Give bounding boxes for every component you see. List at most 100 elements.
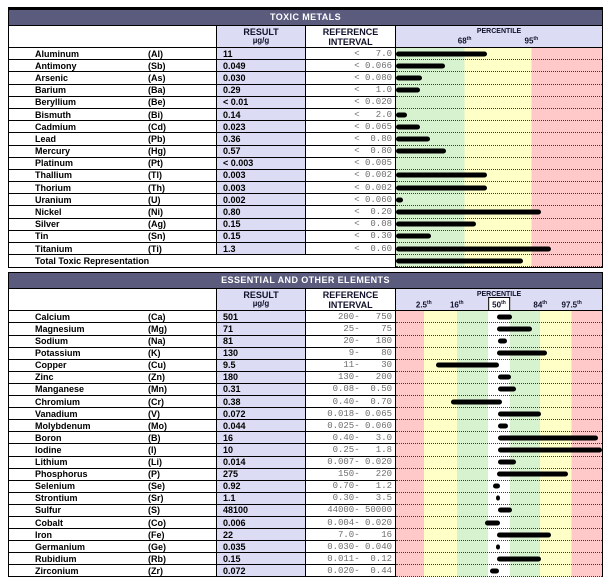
element-symbol: (V) (148, 408, 160, 419)
result-cell: 275 (217, 468, 306, 481)
reference-interval-cell: 20- 180 (306, 335, 396, 348)
reference-interval-cell: < 0.065 (306, 121, 396, 134)
result-value: 0.023 (223, 121, 246, 132)
reference-interval-value: < 0.065 (354, 121, 392, 132)
percentile-cell (396, 504, 602, 517)
reference-interval-cell: 44000- 50000 (306, 504, 396, 517)
result-cell: 0.002 (217, 194, 306, 207)
element-name: Iodine (35, 444, 62, 455)
reference-interval-cell: < 0.60 (306, 243, 396, 256)
element-name: Iron (35, 529, 52, 540)
element-name: Titanium (35, 243, 73, 254)
result-cell: 9.5 (217, 359, 306, 372)
percentile-cell (396, 371, 602, 384)
percentile-cell (396, 408, 602, 421)
reference-interval-value: 0.25- 1.8 (327, 444, 392, 455)
result-value: 9.5 (223, 360, 236, 371)
percentile-bar (396, 75, 422, 81)
element-name-cell: Rubidium (Rb) (9, 553, 217, 566)
element-name-cell: Nickel (Ni) (9, 206, 217, 219)
element-name: Magnesium (35, 324, 85, 335)
result-value: 0.072 (223, 565, 246, 576)
result-value: 180 (223, 372, 239, 383)
element-name-cell: Germanium (Ge) (9, 541, 217, 554)
percentile-cell (396, 565, 602, 577)
table-row: Phosphorus (P) 275 150- 220 (9, 468, 602, 481)
reference-interval-value: 0.007- 0.020 (327, 457, 392, 468)
percentile-cell (396, 516, 602, 530)
element-name: Mercury (35, 146, 71, 157)
element-name: Manganese (35, 384, 85, 395)
element-name-cell: Tin (Sn) (9, 230, 217, 243)
element-symbol: (Cd) (148, 121, 166, 132)
reference-interval-value: 150- 220 (327, 469, 392, 480)
percentile-cell (396, 243, 602, 256)
result-value: 0.003 (223, 170, 246, 181)
result-value: 0.049 (223, 60, 246, 71)
percentile-bar (496, 471, 569, 477)
result-value: 0.072 (223, 408, 246, 419)
element-symbol: (I) (148, 444, 157, 455)
percentile-cell (396, 432, 602, 445)
table-row: Tin (Sn) 0.15 < 0.30 (9, 230, 602, 243)
element-symbol: (Ge) (148, 541, 166, 552)
table-row: Sulfur (S) 48100 44000- 50000 (9, 504, 602, 517)
reference-interval-cell: < 0.80 (306, 133, 396, 146)
percentile-axis-label: 68th (457, 36, 472, 46)
element-name-cell: Bismuth (Bi) (9, 108, 217, 122)
reference-interval-value: 25- 75 (327, 324, 392, 335)
percentile-bar (497, 459, 517, 465)
reference-interval-value: < 0.80 (354, 146, 392, 157)
percentile-cell (396, 133, 602, 146)
element-symbol: (Ni) (148, 207, 163, 218)
element-name: Tin (35, 231, 49, 242)
reference-interval-cell: < 0.20 (306, 206, 396, 219)
table-row: Beryllium (Be) < 0.01 < 0.020 (9, 96, 602, 109)
percentile-axis-label: 97.5th (561, 299, 582, 310)
element-name: Calcium (35, 311, 71, 322)
result-cell: 0.57 (217, 145, 306, 158)
element-symbol: (U) (148, 194, 161, 205)
reference-interval-cell: < 0.005 (306, 157, 396, 170)
reference-interval-value: 0.70- 1.2 (327, 481, 392, 492)
percentile-axis-label: 2.5th (415, 299, 432, 310)
element-symbol: (Ti) (148, 243, 162, 254)
element-name-cell: Sodium (Na) (9, 335, 217, 348)
percentile-bar (396, 148, 446, 154)
toxic-metals-section: TOXIC METALS RESULT µg/g REFERENCE INTER… (8, 7, 603, 269)
reference-interval-cell: 0.011- 0.12 (306, 553, 396, 566)
result-cell: 10 (217, 444, 306, 457)
table-row: Manganese (Mn) 0.31 0.08- 0.50 (9, 383, 602, 397)
result-cell: 0.36 (217, 133, 306, 146)
result-cell: 0.014 (217, 456, 306, 469)
element-name-cell: Silver (Ag) (9, 218, 217, 231)
result-value: < 0.01 (223, 97, 249, 108)
result-value: 0.002 (223, 194, 246, 205)
element-symbol: (Sn) (148, 231, 166, 242)
table-row: Zinc (Zn) 180 130- 200 (9, 371, 602, 384)
table-row: Platinum (Pt) < 0.003 < 0.005 (9, 157, 602, 170)
element-symbol: (Fe) (148, 529, 165, 540)
element-symbol: (Ba) (148, 85, 166, 96)
element-symbol: (Al) (148, 48, 163, 59)
essential-rows-container: Calcium (Ca) 501 200- 750 Magnesium (Mg) 71 2… (9, 311, 602, 577)
percentile-dot (496, 495, 500, 501)
reference-interval-cell: 0.08- 0.50 (306, 383, 396, 397)
reference-interval-cell: 0.40- 0.70 (306, 396, 396, 409)
element-name: Arsenic (35, 72, 69, 83)
percentile-bar (496, 314, 513, 320)
element-name-cell: Beryllium (Be) (9, 96, 217, 109)
percentile-cell (396, 169, 602, 183)
result-cell: 0.003 (217, 169, 306, 183)
percentile-cell (396, 323, 602, 336)
percentile-cell (396, 396, 602, 409)
table-row: Copper (Cu) 9.5 11- 30 (9, 359, 602, 372)
percentile-cell (396, 456, 602, 469)
reference-interval-value: < 0.08 (354, 219, 392, 230)
result-cell: 0.29 (217, 84, 306, 97)
percentile-bar (396, 63, 445, 69)
result-value: 0.57 (223, 146, 241, 157)
reference-interval-value: < 0.20 (354, 207, 392, 218)
percentile-bar (435, 362, 500, 368)
table-row: Sodium (Na) 81 20- 180 (9, 335, 602, 348)
